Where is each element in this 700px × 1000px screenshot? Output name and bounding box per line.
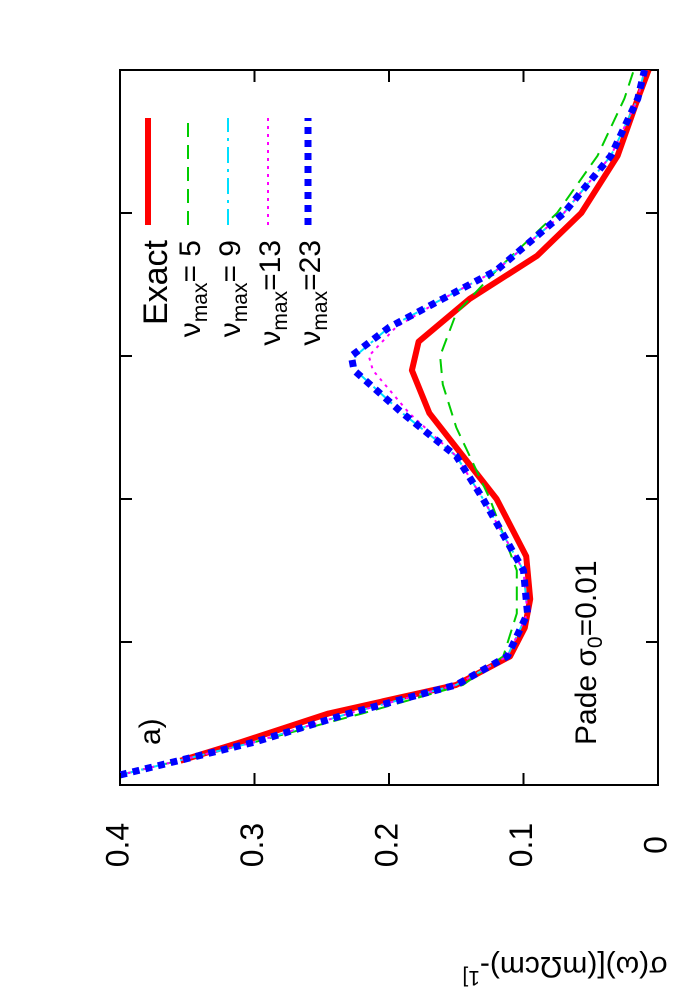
plot-area [120,70,652,779]
legend-label: νmax= 5 [174,240,212,337]
y-tick-label: 0.1 [503,823,539,867]
series-line [120,70,646,776]
y-axis-title: σ(ω)[(mΩcm)-1] [462,950,667,989]
annotation: Pade σ0=0.01 [570,560,607,745]
y-tick-label: 0.3 [234,823,270,867]
series-line [120,70,646,776]
y-tick-label: 0.2 [368,823,404,867]
series-line [120,70,635,776]
y-tick-label: 0.4 [99,823,135,867]
y-tick-label: 0 [637,836,673,854]
legend-label: νmax= 9 [214,240,252,337]
series-line [120,70,648,779]
legend-label: νmax=13 [254,240,292,346]
panel-label: a) [134,718,167,745]
legend-label: νmax=23 [294,240,332,346]
legend-label: Exact [137,239,175,325]
